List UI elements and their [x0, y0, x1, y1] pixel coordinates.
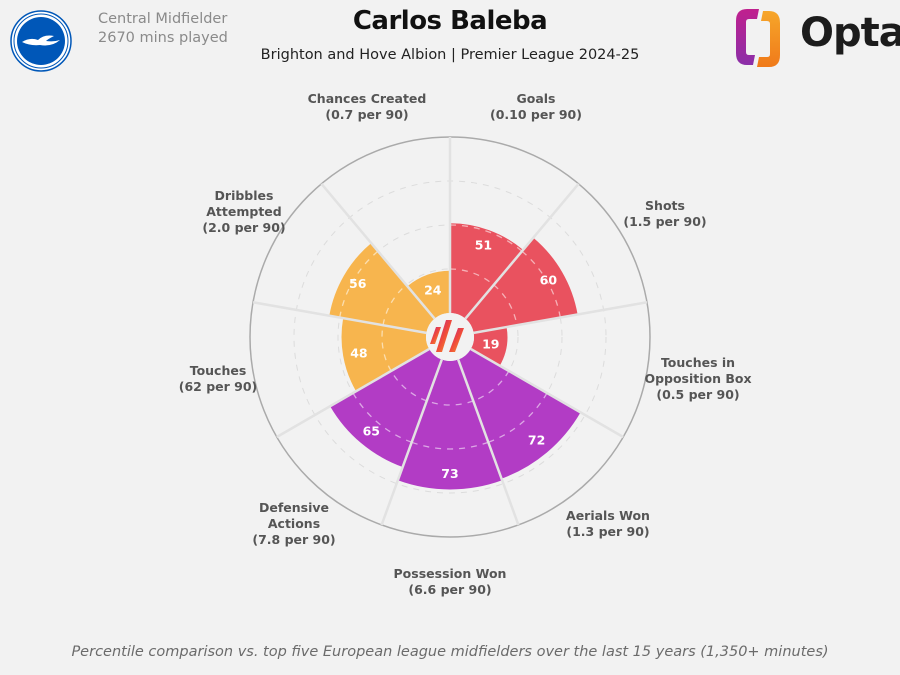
spoke [470, 347, 624, 439]
svg-text:Touches: Touches [190, 363, 247, 378]
svg-text:Touches in: Touches in [661, 355, 735, 370]
bar-grid-ring [473, 370, 510, 402]
axis-label: Chances Created(0.7 per 90) [308, 91, 427, 122]
grid-ring [381, 268, 519, 406]
bar-value: 19 [482, 337, 499, 352]
bar-grid-ring [449, 268, 495, 286]
spoke [320, 182, 436, 320]
svg-text:(1.3 per 90): (1.3 per 90) [566, 524, 649, 539]
svg-text:(0.7 per 90): (0.7 per 90) [325, 107, 408, 122]
opta-logo-icon [736, 9, 780, 67]
bar-touches [341, 318, 430, 392]
bar-grid-ring [339, 250, 379, 318]
bar-touches-in-opposition-box [470, 327, 508, 366]
bar-value: 72 [528, 433, 545, 448]
bar-possession-won [397, 359, 503, 490]
bar-value: 48 [350, 346, 367, 361]
svg-text:(7.8 per 90): (7.8 per 90) [252, 532, 335, 547]
chart-spokes [252, 137, 648, 526]
bar-grid-ring [352, 392, 412, 443]
svg-text:Chances Created: Chances Created [308, 91, 427, 106]
svg-text:(62 per 90): (62 per 90) [179, 379, 258, 394]
opta-brand: Opta [800, 10, 900, 56]
bar-value: 24 [424, 282, 442, 297]
bar-dribbles-attempted [329, 243, 435, 333]
bar-value: 56 [349, 276, 367, 291]
player-position: Central Midfielder [98, 11, 228, 27]
bar-chances-created [407, 270, 450, 319]
svg-text:(0.10 per 90): (0.10 per 90) [490, 107, 582, 122]
bar-grid-ring [390, 370, 427, 402]
chart-values: 51 60 19 72 73 65 48 56 24 [349, 238, 557, 481]
bar-grid-ring [426, 400, 474, 406]
bar-value: 73 [441, 466, 458, 481]
bar-grid-ring [382, 284, 407, 326]
bar-grid-ring [493, 284, 518, 326]
bar-defensive-actions [330, 349, 442, 468]
bar-grid-ring [381, 325, 392, 372]
spoke [464, 182, 580, 320]
bar-goals [450, 223, 524, 319]
opta-hub-icon [430, 320, 464, 352]
axis-label: Possession Won(6.6 per 90) [394, 566, 507, 597]
bar-value: 51 [475, 238, 492, 253]
svg-text:Aerials Won: Aerials Won [566, 508, 650, 523]
spoke [457, 359, 520, 526]
bar-aerials-won [458, 349, 581, 479]
svg-text:Dribbles: Dribbles [215, 188, 274, 203]
chart-labels: Goals(0.10 per 90) Shots(1.5 per 90) Touch… [179, 91, 752, 597]
minutes-played: 2670 mins played [98, 30, 228, 46]
axis-label: Aerials Won(1.3 per 90) [566, 508, 650, 539]
bar-shots [465, 237, 578, 333]
bar-grid-ring [488, 392, 548, 443]
spoke [276, 347, 430, 439]
svg-text:(0.5 per 90): (0.5 per 90) [656, 387, 739, 402]
spoke [252, 301, 427, 335]
svg-text:(6.6 per 90): (6.6 per 90) [408, 582, 491, 597]
svg-text:Actions: Actions [268, 516, 320, 531]
spoke [380, 359, 443, 526]
chart-bars [329, 223, 581, 490]
page-subtitle: Brighton and Hove Albion | Premier Leagu… [260, 47, 640, 63]
chart-dashed-rings [339, 224, 561, 450]
axis-label: Goals(0.10 per 90) [490, 91, 582, 122]
spoke [473, 301, 648, 335]
footnote: Percentile comparison vs. top five Europ… [71, 644, 829, 660]
brighton-badge-icon [10, 10, 72, 72]
svg-text:Opposition Box: Opposition Box [644, 371, 751, 386]
svg-text:Possession Won: Possession Won [394, 566, 507, 581]
bar-value: 60 [540, 273, 558, 288]
svg-text:Defensive: Defensive [259, 500, 329, 515]
axis-label: Touches(62 per 90) [179, 363, 258, 394]
bar-grid-ring [521, 250, 561, 318]
svg-text:(2.0 per 90): (2.0 per 90) [202, 220, 285, 235]
page-title: Carlos Baleba [352, 6, 548, 36]
svg-text:Shots: Shots [645, 198, 685, 213]
bar-grid-ring [411, 441, 489, 450]
bar-grid-ring [449, 224, 523, 252]
bar-value: 65 [363, 423, 380, 438]
axis-label: Shots(1.5 per 90) [623, 198, 706, 229]
svg-text:Attempted: Attempted [206, 204, 281, 219]
grid-ring [337, 224, 563, 450]
center-hub [426, 313, 474, 361]
player-meta: Central Midfielder 2670 mins played [98, 10, 228, 48]
svg-text:(1.5 per 90): (1.5 per 90) [623, 214, 706, 229]
svg-text:Goals: Goals [516, 91, 555, 106]
